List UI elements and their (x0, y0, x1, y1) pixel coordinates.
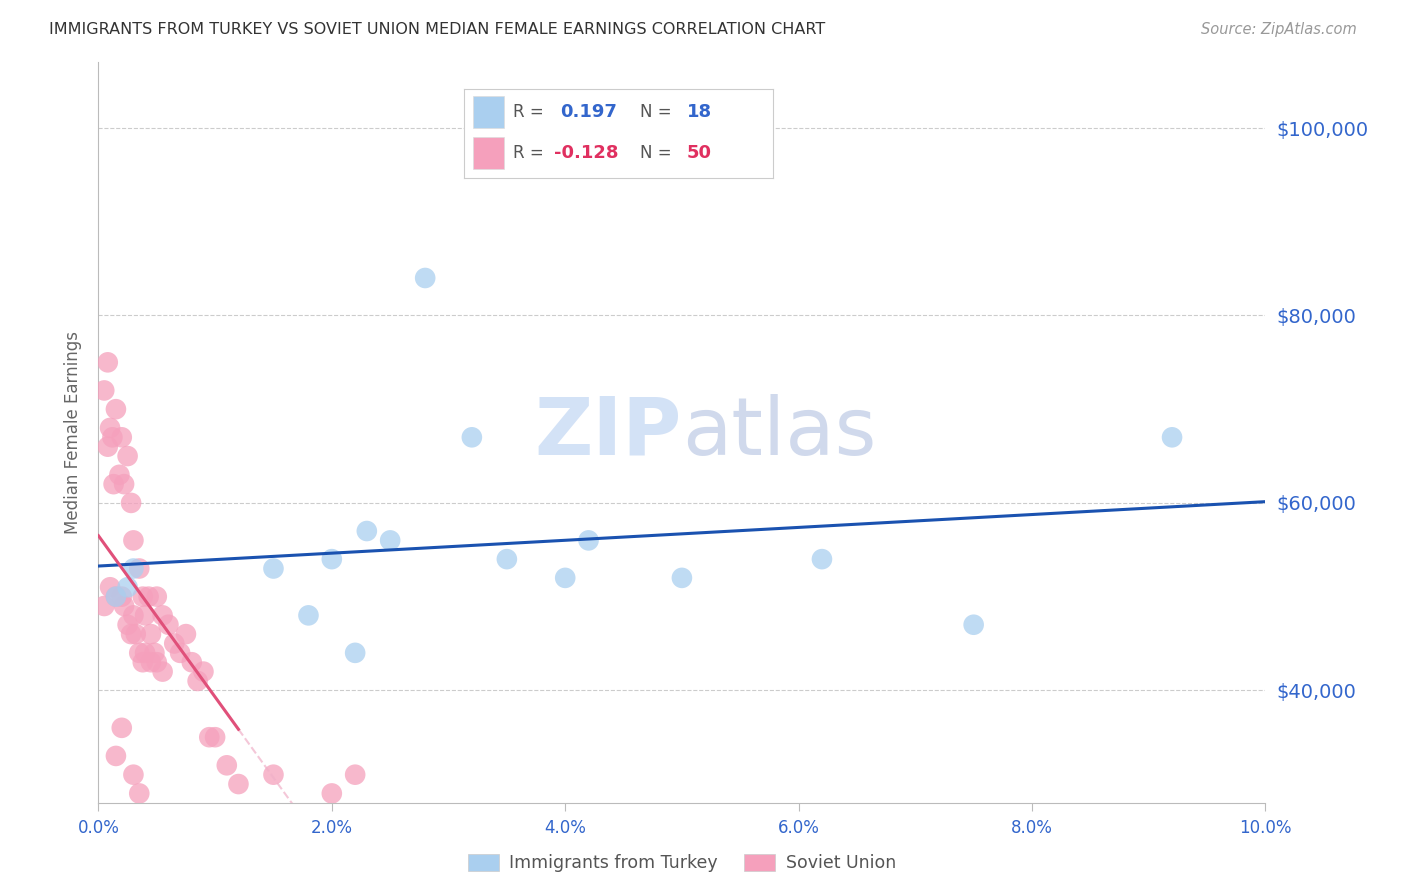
Bar (474, 137, 505, 169)
Point (122, 608, 145, 623)
Point (120, 496, 142, 510)
Point (157, 617, 180, 632)
Point (98, 421, 121, 435)
Point (228, 777, 250, 791)
Text: 50: 50 (686, 145, 711, 162)
Point (104, 590, 127, 604)
Point (112, 599, 135, 613)
Point (143, 646, 166, 660)
Point (97, 355, 120, 369)
Point (128, 561, 150, 575)
Point (104, 402, 127, 417)
Point (104, 590, 127, 604)
Point (93, 599, 115, 613)
Point (146, 655, 169, 669)
Point (204, 730, 226, 744)
Point (125, 627, 148, 641)
Point (120, 627, 142, 641)
Point (111, 590, 134, 604)
Point (263, 767, 285, 781)
Point (496, 552, 519, 566)
Point (1161, 430, 1184, 444)
Point (132, 655, 155, 669)
Text: IMMIGRANTS FROM TURKEY VS SOVIET UNION MEDIAN FEMALE EARNINGS CORRELATION CHART: IMMIGRANTS FROM TURKEY VS SOVIET UNION M… (49, 22, 825, 37)
Point (344, 646, 367, 660)
Point (163, 636, 186, 650)
Point (139, 627, 162, 641)
Text: 0.197: 0.197 (560, 103, 617, 121)
Text: N =: N = (640, 103, 672, 121)
Point (146, 590, 169, 604)
Point (180, 655, 202, 669)
Point (134, 646, 156, 660)
Point (811, 552, 834, 566)
Text: N =: N = (640, 145, 672, 162)
Text: Source: ZipAtlas.com: Source: ZipAtlas.com (1201, 22, 1357, 37)
Point (671, 571, 693, 585)
Text: ZIP: ZIP (534, 393, 682, 472)
Point (169, 646, 191, 660)
Point (112, 477, 135, 491)
Text: -0.128: -0.128 (554, 145, 619, 162)
Y-axis label: Median Female Earnings: Median Female Earnings (63, 331, 82, 534)
Bar (474, 96, 505, 128)
Point (139, 655, 162, 669)
Point (122, 533, 145, 548)
Point (128, 646, 150, 660)
Point (103, 477, 125, 491)
Point (117, 617, 139, 632)
Point (263, 561, 285, 575)
Point (554, 571, 576, 585)
Point (297, 608, 319, 623)
Point (152, 608, 174, 623)
Point (117, 449, 139, 463)
Point (174, 627, 197, 641)
Point (356, 524, 378, 538)
Point (138, 590, 160, 604)
Point (122, 767, 145, 781)
Text: 18: 18 (686, 103, 711, 121)
Point (111, 430, 134, 444)
Point (321, 552, 343, 566)
Point (122, 561, 145, 575)
Point (215, 758, 238, 772)
Point (98, 580, 121, 594)
Point (321, 786, 343, 800)
Point (461, 430, 484, 444)
Point (198, 730, 221, 744)
Text: atlas: atlas (682, 393, 876, 472)
Point (108, 467, 131, 482)
Text: R =: R = (513, 145, 544, 162)
Point (117, 580, 139, 594)
Point (97, 440, 120, 454)
Point (152, 665, 174, 679)
Point (132, 590, 155, 604)
Point (93, 384, 115, 398)
Point (962, 617, 984, 632)
Point (104, 748, 127, 763)
Point (413, 271, 436, 285)
Point (187, 673, 209, 688)
Point (128, 786, 150, 800)
Point (111, 721, 134, 735)
Point (380, 533, 402, 548)
Point (344, 767, 367, 781)
Point (101, 430, 124, 444)
Point (193, 665, 215, 679)
Point (134, 608, 156, 623)
Text: R =: R = (513, 103, 544, 121)
Point (578, 533, 600, 548)
Legend: Immigrants from Turkey, Soviet Union: Immigrants from Turkey, Soviet Union (461, 847, 903, 880)
